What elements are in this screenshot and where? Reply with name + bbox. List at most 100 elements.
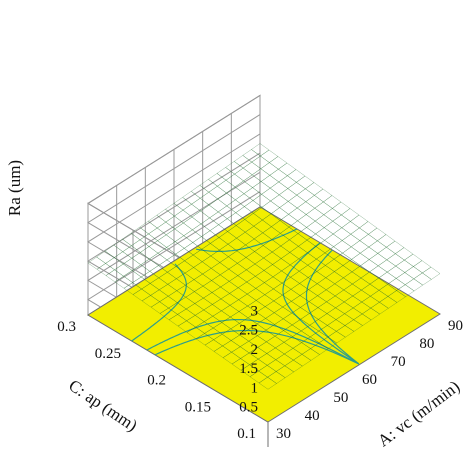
surface-cell	[156, 208, 175, 223]
x-axis-label: A: vc (m/min)	[374, 377, 463, 451]
surface-cell	[269, 181, 289, 196]
surface-cell	[395, 272, 415, 285]
surface-cell	[368, 253, 388, 267]
z-axis-label: Ra (um)	[5, 160, 24, 216]
surface-cell	[386, 265, 406, 279]
surface-cell	[296, 175, 315, 190]
contour-line	[146, 319, 360, 365]
z-tick-label: 2.5	[239, 323, 258, 339]
surface-cell	[377, 259, 397, 273]
surface-cell	[395, 259, 414, 273]
surface-cell	[252, 181, 271, 195]
surface-cell	[235, 193, 254, 207]
surface-cell	[182, 191, 201, 205]
surface-cell	[260, 162, 279, 176]
surface-cell	[297, 214, 316, 228]
surface-cell	[350, 227, 369, 241]
x-tick-label: 70	[391, 354, 406, 370]
x-tick-label: 50	[333, 390, 348, 406]
y-tick-label: 0.25	[95, 346, 121, 362]
surface-cell	[278, 162, 297, 176]
surface-cell	[323, 208, 342, 222]
surface-cell	[386, 253, 405, 267]
surface-cell	[251, 155, 270, 169]
z-tick-label: 2	[251, 342, 259, 358]
x-tick-label: 40	[305, 408, 320, 424]
surface-cell	[269, 156, 288, 170]
surface-cell	[114, 263, 133, 277]
surface-cell	[225, 161, 244, 175]
z-tick-label: 1.5	[239, 361, 258, 377]
surface-cell	[296, 201, 316, 215]
surface-cell	[225, 173, 244, 188]
surface-cell	[296, 188, 315, 202]
surface-cell	[350, 214, 369, 229]
surface-cell	[323, 220, 343, 235]
y-tick-label: 0.3	[57, 319, 76, 335]
surface-cell	[252, 194, 271, 208]
z-tick-label: 3	[251, 303, 259, 319]
contour-line	[305, 249, 360, 365]
surface-cell	[341, 233, 361, 248]
surface-cell	[287, 182, 306, 196]
contour-line	[131, 263, 187, 342]
surface-cell	[208, 198, 228, 213]
surface-cell	[279, 201, 298, 215]
surface-cell	[306, 220, 325, 235]
surface-cell	[260, 149, 279, 163]
surface-cell	[368, 227, 387, 242]
surface-cell	[377, 246, 396, 261]
surface-cell	[386, 240, 405, 254]
surface-cell	[269, 168, 288, 183]
surface-cell	[148, 227, 167, 241]
surface-cell	[305, 195, 324, 209]
x-tick-label: 90	[448, 318, 463, 334]
surface-cell	[341, 208, 360, 222]
surface-cell	[192, 223, 211, 237]
surface-cell	[217, 192, 236, 207]
surface-cell	[122, 232, 141, 246]
surface-cell	[226, 186, 245, 201]
surface-cell	[174, 235, 194, 249]
surface-cell	[200, 204, 219, 219]
surface-cell	[333, 240, 352, 254]
contour-line	[282, 242, 360, 365]
y-tick-label: 0.1	[237, 426, 256, 442]
surface-cell	[104, 244, 124, 258]
surface-cell	[332, 227, 352, 241]
y-axis-label: C: ap (mm)	[65, 376, 141, 436]
surface-cell	[96, 250, 115, 264]
surface-cell	[278, 188, 298, 202]
x-tick-label: 80	[419, 336, 434, 352]
surface-cell	[314, 201, 333, 215]
surface-cell	[314, 214, 334, 228]
floor-plane	[87, 206, 441, 423]
surface-cell	[287, 169, 306, 183]
surface-cell	[157, 234, 176, 248]
surface-cell	[359, 234, 378, 248]
surface-cell	[243, 187, 262, 201]
x-tick-label: 60	[362, 372, 377, 388]
surface-cell	[174, 222, 193, 236]
surface-cell	[270, 194, 289, 208]
surface-cell	[404, 266, 423, 280]
surface-cell	[242, 149, 261, 163]
contour-line	[195, 228, 298, 252]
surface-cell	[359, 246, 379, 260]
surface-cell	[287, 194, 307, 209]
surface-cell	[260, 175, 280, 189]
surface-cell	[323, 195, 342, 209]
surface-cell	[217, 179, 236, 194]
surface-cell	[341, 221, 360, 235]
surface-cell	[173, 197, 192, 211]
surface-cell	[305, 207, 325, 222]
surface-cell	[288, 207, 307, 222]
surface-cell	[233, 155, 253, 169]
y-tick-label: 0.2	[147, 373, 166, 389]
response-surface	[87, 143, 441, 390]
surface-cell	[395, 247, 414, 261]
surface-cell	[261, 187, 280, 202]
surface-cell	[156, 221, 176, 236]
surface-cell	[413, 272, 432, 286]
surface-cell	[165, 228, 185, 242]
